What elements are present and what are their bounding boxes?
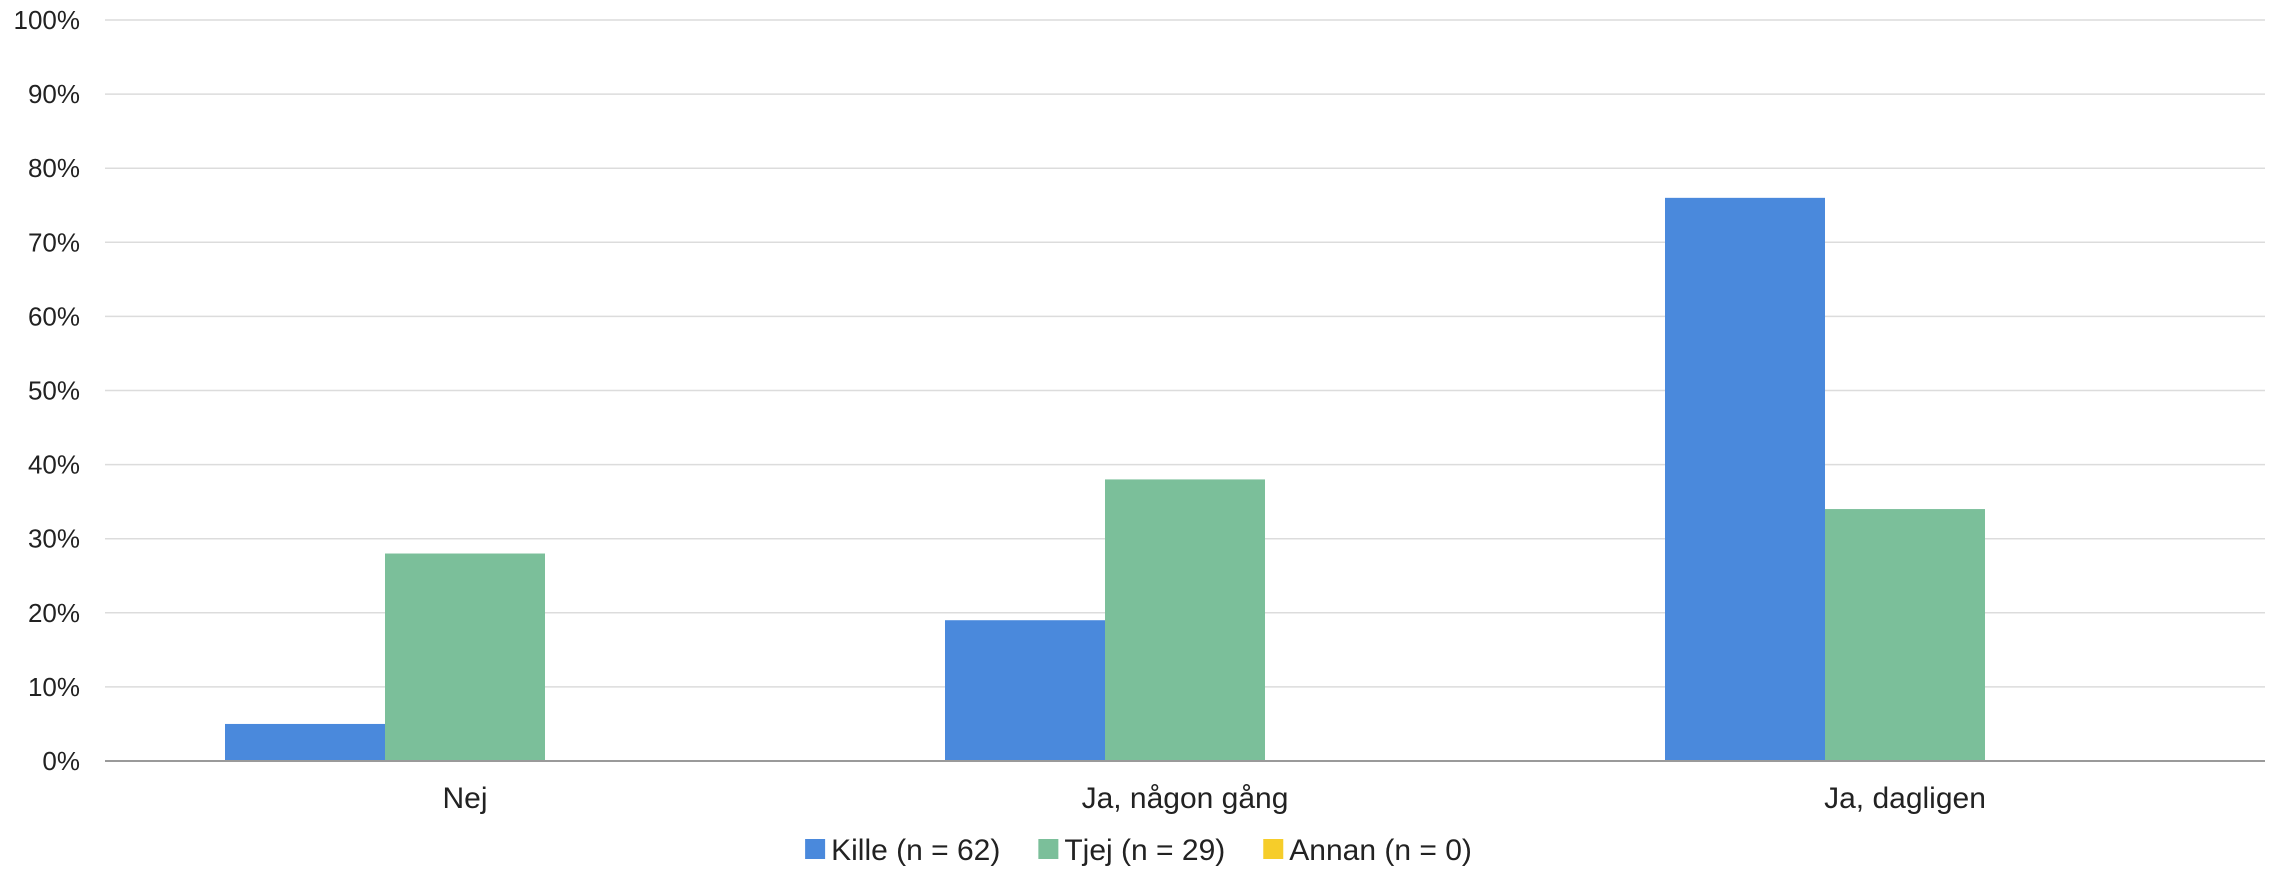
y-tick-label: 10% [28,672,80,702]
bar-2-2 [1105,479,1265,761]
y-tick-label: 60% [28,301,80,331]
bar-1-3 [1665,197,1825,762]
legend-swatch [805,839,826,859]
y-tick-label: 40% [28,450,80,480]
y-tick-label: 70% [28,227,80,257]
y-tick-label: 90% [28,79,80,109]
category-label: Nej [442,782,487,815]
legend-label: Annan (n = 0) [1289,834,1472,867]
y-tick-label: 20% [28,598,80,628]
y-tick-label: 50% [28,376,80,406]
y-tick-label: 80% [28,153,80,183]
bar-2-1 [385,553,545,761]
bar-1-2 [945,620,1105,761]
y-tick-label: 0% [42,746,80,776]
bar-1-1 [225,723,385,761]
legend-label: Kille (n = 62) [831,834,1000,867]
category-label: Ja, någon gång [1082,782,1289,815]
x-axis-category-labels: Nej Ja, någon gång Ja, dagligen [442,782,1985,815]
bars [225,197,1985,762]
y-tick-label: 100% [14,5,81,35]
y-axis-tick-labels: 0% 10% 20% 30% 40% 50% 60% 70% 80% 90% 100% [14,5,81,776]
legend: Kille (n = 62) Tjej (n = 29) Annan (n = 0) [805,834,1472,867]
legend-swatch [1038,839,1059,859]
category-label: Ja, dagligen [1824,782,1986,815]
bar-2-3 [1825,509,1985,761]
y-tick-label: 30% [28,524,80,554]
legend-swatch [1263,839,1284,859]
legend-label: Tjej (n = 29) [1064,834,1225,867]
